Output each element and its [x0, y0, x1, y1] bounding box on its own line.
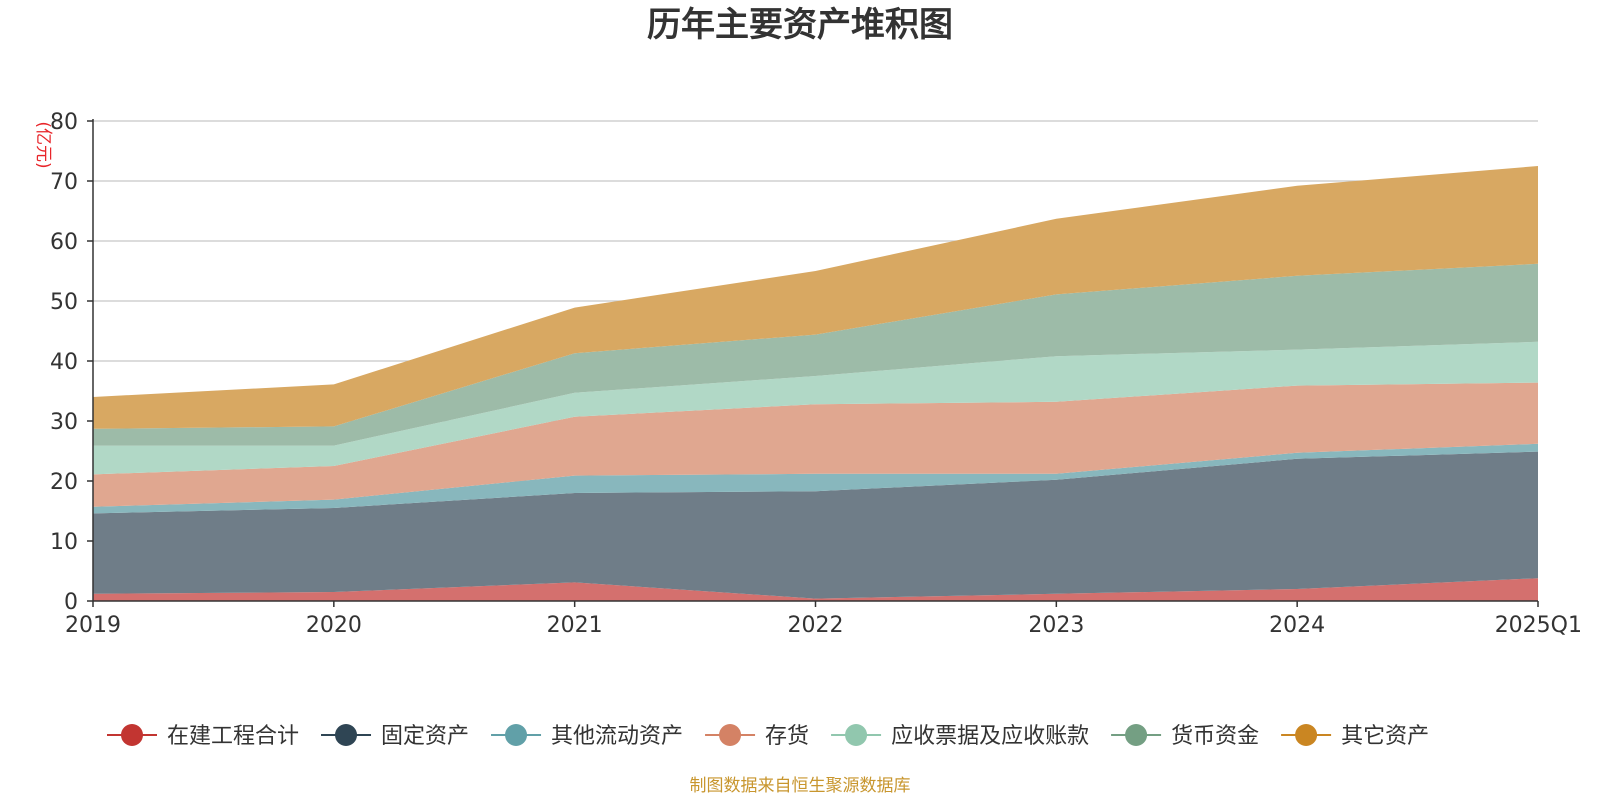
area-series[interactable]: [93, 166, 1538, 429]
x-tick-label: 2023: [1028, 613, 1084, 638]
legend-label: 应收票据及应收账款: [891, 724, 1089, 749]
y-axis-unit-label: (亿元): [33, 121, 53, 168]
area-series[interactable]: [93, 451, 1538, 599]
chart-title: 历年主要资产堆积图: [647, 5, 953, 45]
legend-item[interactable]: 存货: [705, 724, 809, 749]
area-series[interactable]: [93, 382, 1538, 507]
x-tick-label: 2020: [306, 613, 362, 638]
legend-item[interactable]: 应收票据及应收账款: [831, 724, 1089, 749]
y-tick-label: 80: [50, 110, 78, 135]
legend-label: 存货: [765, 724, 809, 749]
y-tick-label: 60: [50, 230, 78, 255]
y-tick-label: 50: [50, 290, 78, 315]
legend-marker-icon: [719, 724, 742, 746]
x-tick-label: 2022: [788, 613, 844, 638]
legend-item[interactable]: 在建工程合计: [107, 724, 299, 749]
x-tick-label: 2024: [1269, 613, 1325, 638]
legend-item[interactable]: 货币资金: [1111, 724, 1259, 749]
legend-marker-icon: [1295, 724, 1318, 746]
area-series[interactable]: [93, 263, 1538, 446]
legend-label: 其他流动资产: [551, 724, 683, 749]
legend-marker-icon: [1125, 724, 1148, 746]
legend-label: 其它资产: [1341, 724, 1429, 749]
area-series[interactable]: [93, 578, 1538, 601]
legend-marker-icon: [505, 724, 528, 746]
y-tick-label: 70: [50, 170, 78, 195]
axes: 0 10 20 30 40 50 60 70 80 2019 2020 2021 2022 2023 202…: [50, 110, 1582, 638]
legend-label: 在建工程合计: [167, 724, 299, 749]
legend-item[interactable]: 固定资产: [321, 724, 469, 749]
area-series-group: [93, 166, 1538, 601]
legend[interactable]: 在建工程合计 固定资产 其他流动资产 存货 应收票据及应收账款 货币资金 其它资产: [107, 724, 1429, 749]
legend-marker-icon: [335, 724, 358, 746]
legend-marker-icon: [121, 724, 143, 746]
legend-marker-icon: [845, 724, 868, 746]
x-tick-label: 2021: [547, 613, 603, 638]
x-tick-label: 2025Q1: [1495, 613, 1582, 638]
x-tick-label: 2019: [65, 613, 121, 638]
y-tick-label: 40: [50, 350, 78, 375]
area-series[interactable]: [93, 341, 1538, 475]
area-series[interactable]: [93, 443, 1538, 514]
legend-label: 固定资产: [381, 724, 469, 749]
legend-item[interactable]: 其他流动资产: [491, 724, 683, 749]
legend-label: 货币资金: [1171, 724, 1259, 749]
y-tick-label: 30: [50, 410, 78, 435]
data-source-note: 制图数据来自恒生聚源数据库: [690, 776, 911, 796]
y-tick-label: 0: [64, 590, 78, 615]
y-tick-label: 10: [50, 530, 78, 555]
y-tick-label: 20: [50, 470, 78, 495]
legend-item[interactable]: 其它资产: [1281, 724, 1429, 749]
